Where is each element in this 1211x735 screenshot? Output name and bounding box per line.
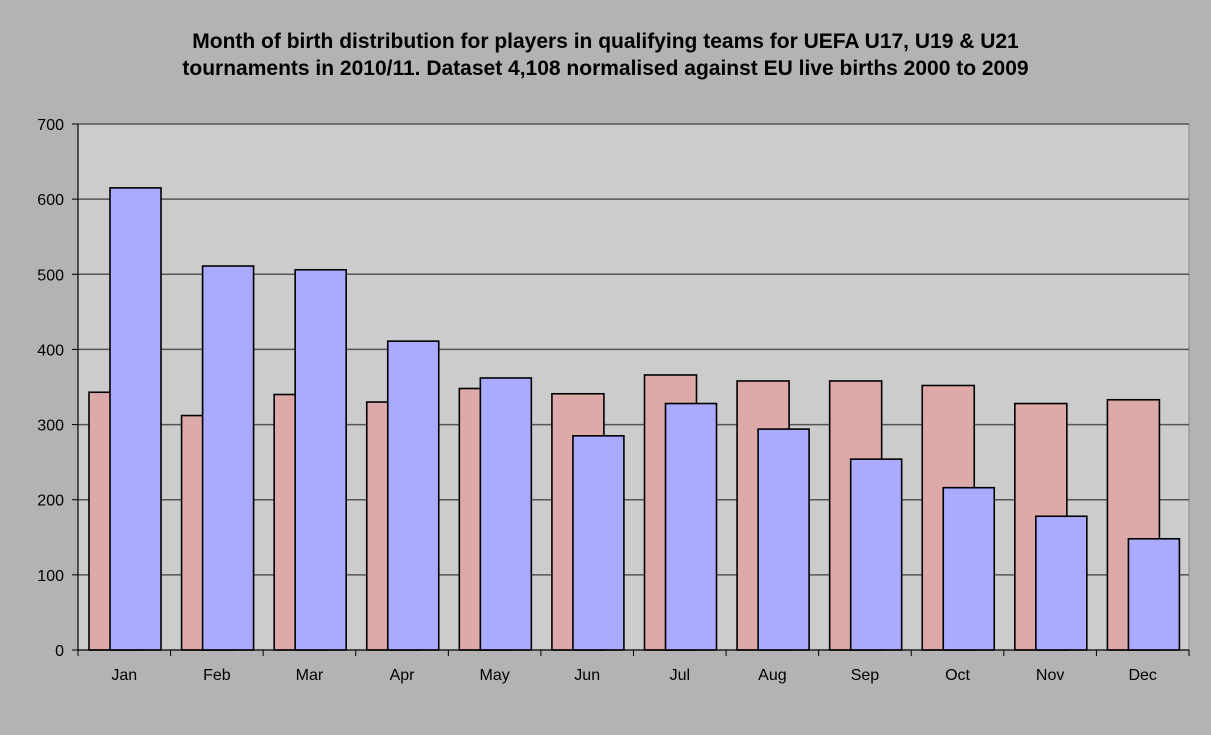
x-tick-label: Aug [758,667,786,684]
bar-series-2 [1035,515,1088,651]
x-tick-label: Oct [945,667,970,684]
chart-title-line-2: tournaments in 2010/11. Dataset 4,108 no… [182,57,1029,80]
x-tick-label: Jul [670,667,690,684]
x-tick-label: Jun [574,667,600,684]
y-tick-label: 0 [55,643,64,660]
x-tick-label: Sep [851,667,880,684]
x-tick-label: Dec [1128,667,1156,684]
x-tick-label: Feb [203,667,231,684]
bar-series-2 [942,486,996,651]
chart-title-line-1: Month of birth distribution for players … [192,30,1019,53]
x-tick-label: May [480,667,510,684]
bar-series-2 [1127,537,1181,651]
y-tick-label: 200 [37,493,64,510]
bar-series-2 [572,435,625,651]
bar-series-2 [109,187,162,651]
y-tick-label: 600 [37,192,64,209]
bar-series-2 [849,458,903,651]
plot-area [77,123,1190,651]
bar-series-2 [664,402,718,651]
y-tick-label: 100 [37,568,64,585]
y-tick-label: 400 [37,342,64,359]
bar-series-2 [757,428,810,651]
y-tick-label: 300 [37,418,64,435]
x-tick-label: Jan [111,667,137,684]
bar-series-2 [479,377,533,651]
x-tick-label: Mar [296,667,324,684]
bar-series-2 [201,265,255,651]
x-tick-label: Apr [390,667,416,684]
y-tick-label: 700 [37,117,64,134]
y-tick-label: 500 [37,267,64,284]
x-tick-label: Nov [1036,667,1064,684]
bar-series-2 [386,340,440,651]
bar-series-2 [294,268,347,651]
